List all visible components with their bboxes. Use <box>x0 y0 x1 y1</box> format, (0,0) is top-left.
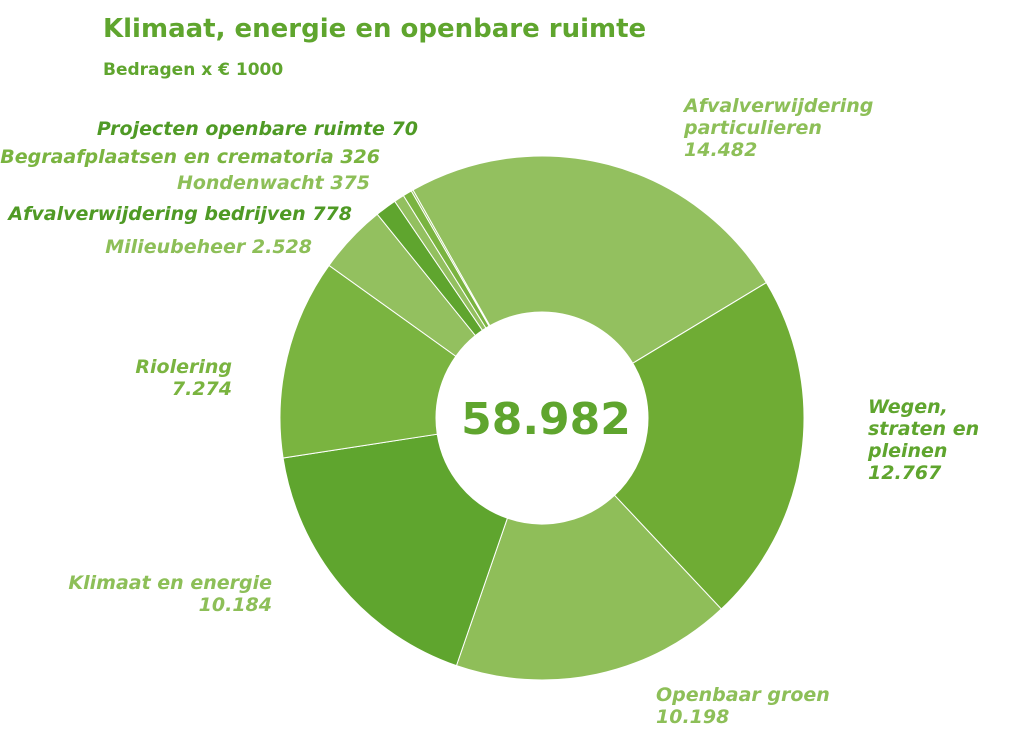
segment-label: Milieubeheer 2.528 <box>105 236 312 258</box>
segment-value: 10.184 <box>198 594 272 616</box>
segment-name: Projecten openbare ruimte <box>96 118 385 140</box>
segment-name: Hondenwacht <box>176 172 324 194</box>
segment-name: Begraafplaatsen en crematoria <box>0 146 334 168</box>
segment-name: Openbaar groen <box>656 684 830 706</box>
segment-value: 778 <box>312 203 352 225</box>
segment-value: 2.528 <box>251 236 312 258</box>
segment-value: 14.482 <box>684 139 758 161</box>
segment-label: Openbaar groen 10.198 <box>656 684 956 728</box>
donut-segment <box>455 494 723 681</box>
segment-name: Klimaat en energie <box>68 572 272 594</box>
segment-value: 12.767 <box>868 462 942 484</box>
chart-title: Klimaat, energie en openbare ruimte <box>103 14 647 44</box>
segment-label: Hondenwacht 375 <box>177 172 370 194</box>
segment-label: Klimaat en energie 10.184 <box>0 572 272 616</box>
segment-label: Afvalverwijdering bedrijven 778 <box>8 203 352 225</box>
donut-segment <box>279 264 457 459</box>
chart-subtitle: Bedragen x € 1000 <box>103 60 284 80</box>
center-total: 58.982 <box>461 394 631 445</box>
segment-value: 70 <box>391 118 418 140</box>
segment-value: 326 <box>340 146 380 168</box>
donut-segment <box>412 155 768 364</box>
segment-value: 10.198 <box>656 706 730 728</box>
segment-value: 375 <box>330 172 370 194</box>
donut-segment <box>613 281 805 610</box>
segment-name: Wegen, straten en pleinen <box>868 396 980 462</box>
segment-name: Afvalverwijdering particulieren <box>684 95 874 139</box>
segment-name: Afvalverwijdering bedrijven <box>8 203 306 225</box>
segment-name: Milieubeheer <box>105 236 246 258</box>
segment-label: Afvalverwijdering particulieren 14.482 <box>684 95 884 161</box>
donut-segment <box>410 189 491 327</box>
segment-name: Riolering <box>135 356 232 378</box>
segment-value: 7.274 <box>171 378 232 400</box>
segment-label: Projecten openbare ruimte 70 <box>97 118 418 140</box>
segment-label: Riolering 7.274 <box>32 356 232 400</box>
segment-label: Begraafplaatsen en crematoria 326 <box>0 146 380 168</box>
donut-segment <box>282 433 509 667</box>
segment-label: Wegen, straten en pleinen 12.767 <box>868 396 1028 484</box>
